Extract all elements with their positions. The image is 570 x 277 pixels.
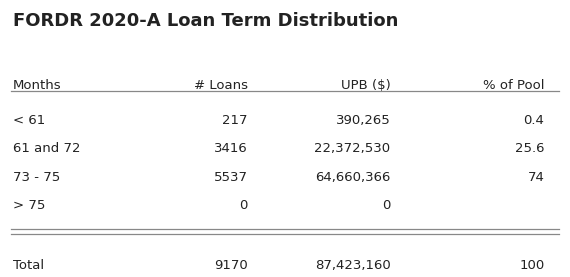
Text: > 75: > 75	[13, 199, 45, 212]
Text: % of Pool: % of Pool	[483, 79, 544, 92]
Text: 217: 217	[222, 114, 248, 127]
Text: 0: 0	[382, 199, 390, 212]
Text: 390,265: 390,265	[336, 114, 390, 127]
Text: 22,372,530: 22,372,530	[314, 142, 390, 155]
Text: Months: Months	[13, 79, 61, 92]
Text: 64,660,366: 64,660,366	[315, 171, 390, 184]
Text: 0: 0	[239, 199, 248, 212]
Text: # Loans: # Loans	[194, 79, 248, 92]
Text: 73 - 75: 73 - 75	[13, 171, 60, 184]
Text: 74: 74	[527, 171, 544, 184]
Text: 9170: 9170	[214, 259, 248, 272]
Text: Total: Total	[13, 259, 44, 272]
Text: UPB ($): UPB ($)	[341, 79, 390, 92]
Text: 0.4: 0.4	[523, 114, 544, 127]
Text: 25.6: 25.6	[515, 142, 544, 155]
Text: 100: 100	[519, 259, 544, 272]
Text: < 61: < 61	[13, 114, 45, 127]
Text: FORDR 2020-A Loan Term Distribution: FORDR 2020-A Loan Term Distribution	[13, 12, 398, 30]
Text: 87,423,160: 87,423,160	[315, 259, 390, 272]
Text: 3416: 3416	[214, 142, 248, 155]
Text: 61 and 72: 61 and 72	[13, 142, 80, 155]
Text: 5537: 5537	[214, 171, 248, 184]
